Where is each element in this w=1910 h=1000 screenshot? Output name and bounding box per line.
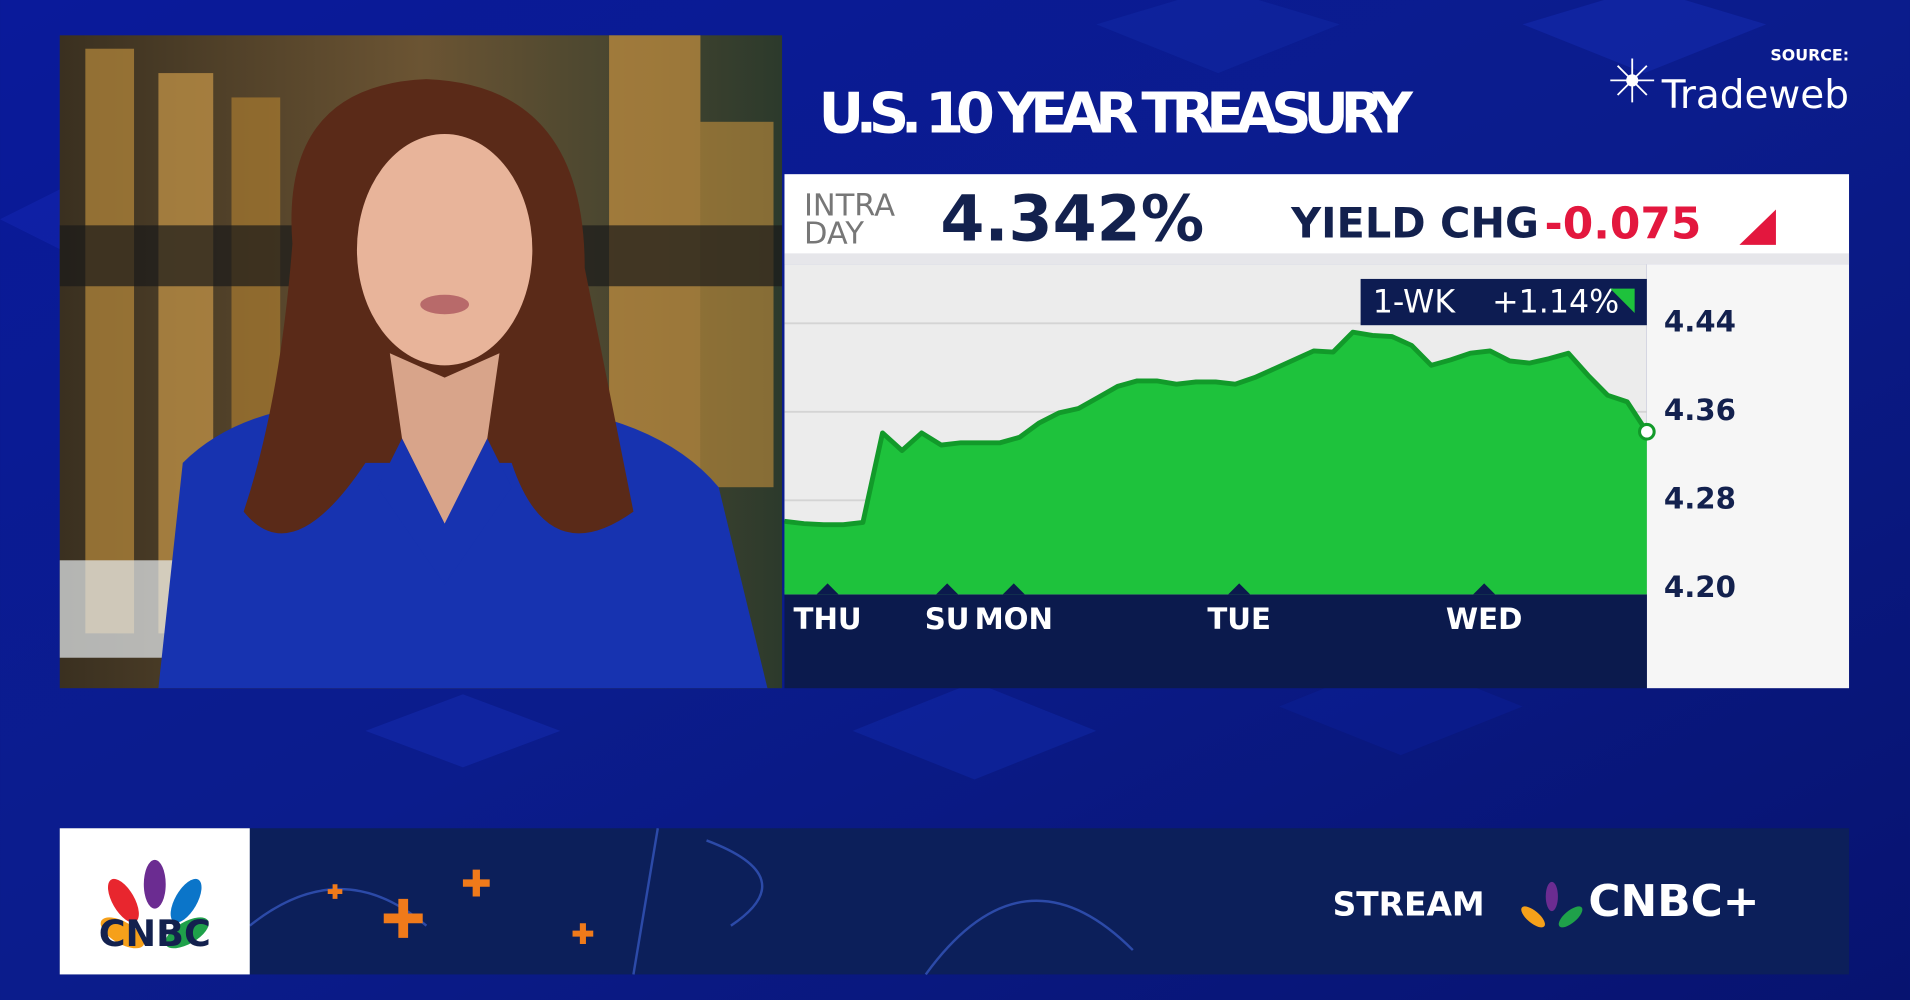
y-tick-label: 4.36: [1664, 393, 1736, 427]
y-tick-label: 4.28: [1664, 481, 1736, 515]
y-tick-label: 4.20: [1664, 570, 1736, 604]
banner: [59, 828, 1850, 975]
x-tick-label: TUE: [1207, 602, 1271, 636]
brand: CNBC+: [1588, 876, 1759, 927]
source-label: SOURCE:: [1770, 46, 1849, 65]
up-arrow: [1610, 288, 1635, 314]
source-name: Tradeweb: [1661, 73, 1849, 118]
x-tick-label: MON: [975, 602, 1053, 636]
x-tick: [1002, 583, 1025, 595]
change-value: -0.075: [1545, 199, 1702, 250]
intra-label: INTRA: [804, 189, 895, 224]
x-tick: [816, 583, 839, 595]
crosses: [327, 869, 594, 944]
header-panel: [784, 174, 1850, 265]
area: [784, 332, 1647, 595]
x-tick-label: THU: [794, 602, 862, 636]
yield-value: 4.342%: [940, 181, 1204, 255]
x-tick: [936, 583, 959, 595]
peacock: [100, 859, 209, 949]
x-tick: [1228, 583, 1251, 595]
axis-panel: [1646, 264, 1850, 689]
line: [784, 329, 1649, 528]
end-point: [1638, 422, 1656, 441]
anchor-video: [59, 35, 783, 689]
badge: [1360, 278, 1647, 326]
day-label: DAY: [804, 217, 864, 252]
source-logo: [1610, 58, 1655, 103]
x-tick-label: WED: [1446, 602, 1522, 636]
header-shadow: [784, 253, 1850, 265]
x-tick-label: SU: [925, 602, 970, 636]
badge-label: 1-WK: [1373, 284, 1457, 320]
x-tick: [1473, 583, 1496, 595]
logo-text: CNBC: [99, 912, 211, 955]
x-axis-band: [784, 594, 1647, 689]
plot: THU SU MON TUE WED: [784, 322, 1656, 636]
stream-label: STREAM: [1333, 885, 1485, 924]
y-tick-label: 4.44: [1664, 304, 1736, 338]
title: U.S. 10 YEAR TREASURY: [819, 82, 1415, 147]
small-peacock: [1521, 881, 1583, 928]
badge-value: +1.14%: [1492, 284, 1619, 320]
change-label: YIELD CHG: [1290, 200, 1539, 248]
